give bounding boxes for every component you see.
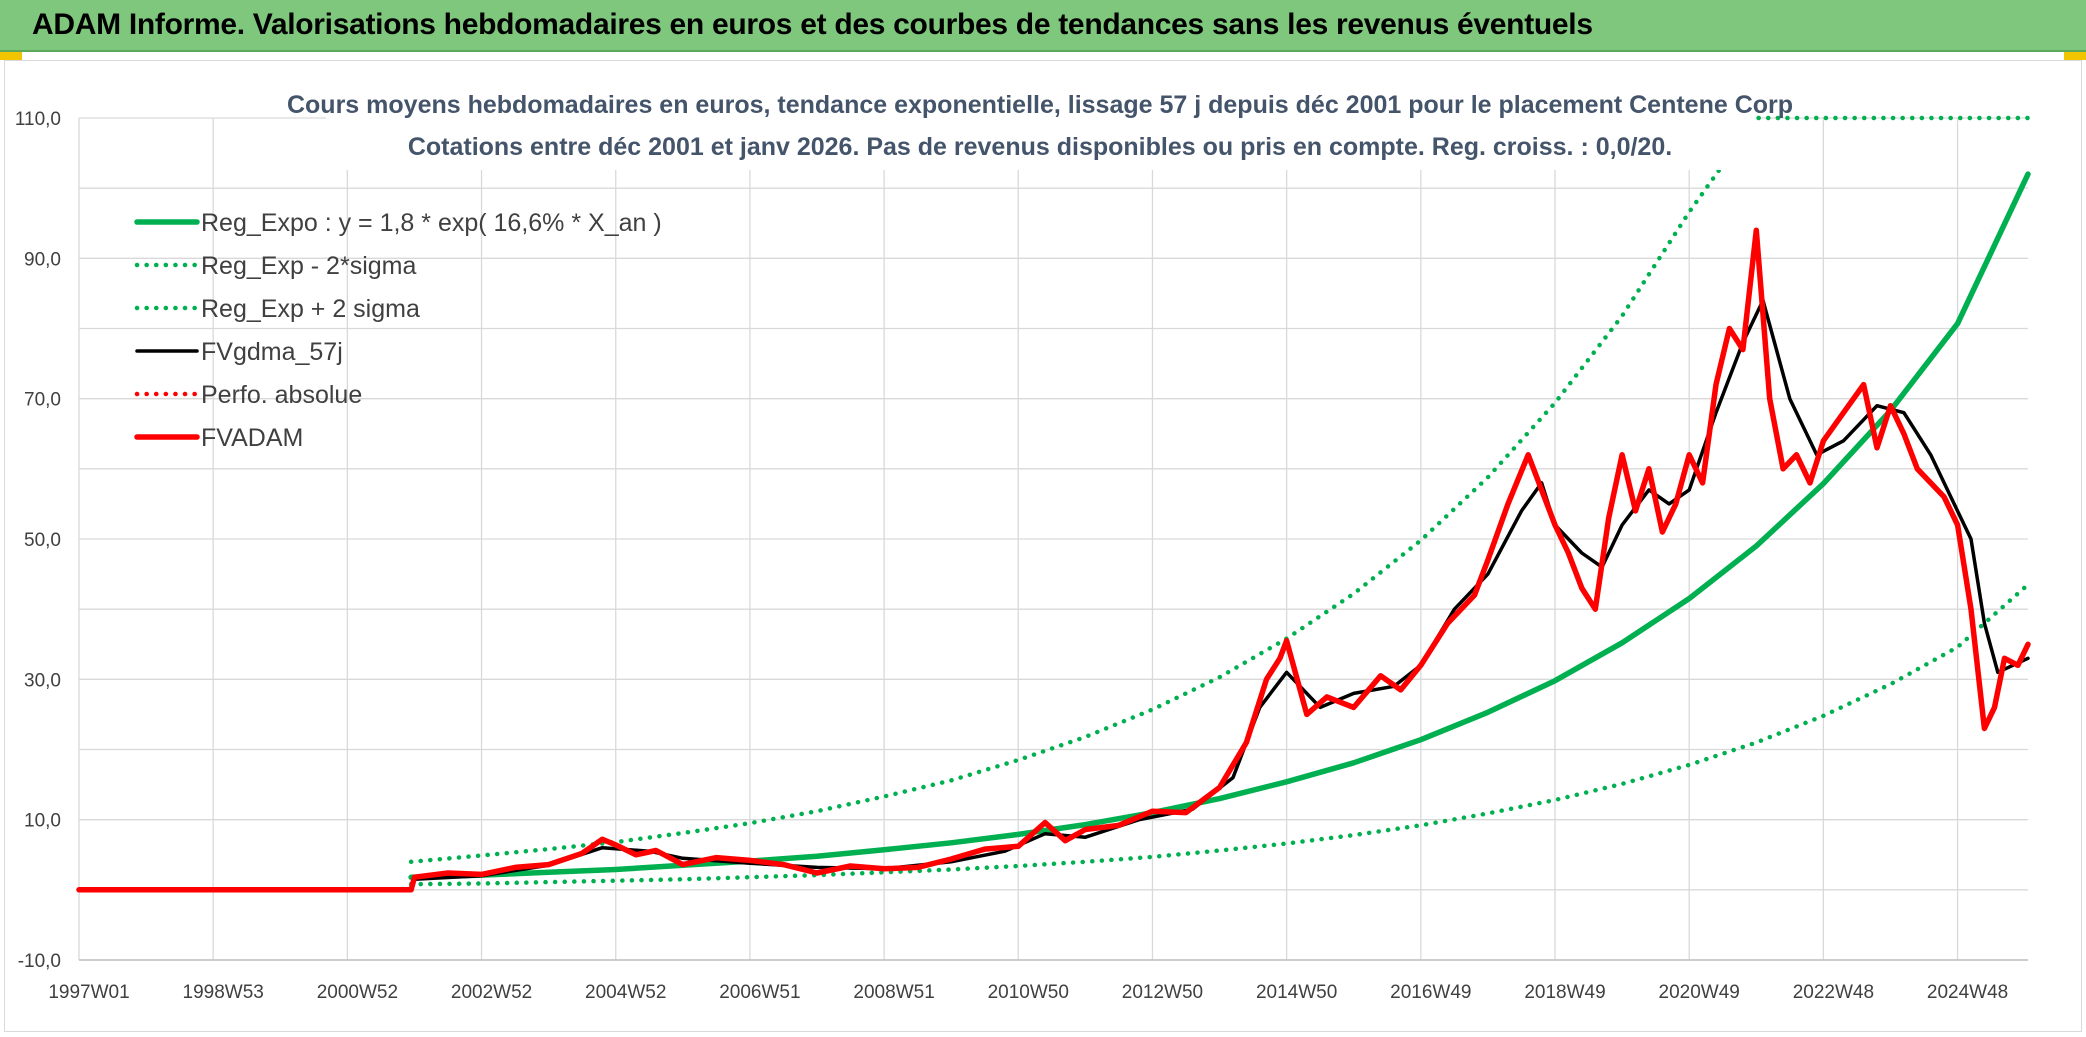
series-line	[76, 227, 2031, 893]
x-tick-label: 2014W50	[1256, 982, 1337, 1003]
chart-frame	[4, 60, 2082, 1032]
x-tick-label: 2010W50	[988, 982, 1069, 1003]
chart-subtitle: Cotations entre déc 2001 et janv 2026. P…	[408, 133, 1672, 161]
series-line	[408, 582, 2031, 887]
y-tick-label: 90,0	[24, 249, 61, 270]
series-line	[408, 115, 2031, 865]
legend-entry: FVADAM	[201, 424, 303, 452]
y-tick-label: 70,0	[24, 390, 61, 411]
x-tick-label: 2024W48	[1927, 982, 2008, 1003]
x-tick-label: 2012W50	[1122, 982, 1203, 1003]
x-tick-label: 2018W49	[1524, 982, 1605, 1003]
x-tick-label: 2020W49	[1659, 982, 1740, 1003]
corner-marker-left	[0, 52, 22, 60]
x-tick-label: 2004W52	[585, 982, 666, 1003]
x-tick-label: 2016W49	[1390, 982, 1471, 1003]
title-background	[326, 84, 1756, 170]
x-tick-label: 2000W52	[317, 982, 398, 1003]
report-banner: ADAM Informe. Valorisations hebdomadaire…	[0, 0, 2086, 52]
x-tick-label: 2006W51	[719, 982, 800, 1003]
x-tick-label: 2002W52	[451, 982, 532, 1003]
series-line	[408, 171, 2031, 880]
legend-entry: FVgdma_57j	[201, 338, 343, 366]
x-tick-label: 1998W53	[183, 982, 264, 1003]
legend-entry: Perfo. absolue	[201, 381, 362, 409]
series-line	[77, 298, 2030, 892]
legend-entry: Reg_Exp - 2*sigma	[201, 252, 416, 280]
y-tick-label: 110,0	[15, 109, 61, 130]
y-tick-label: 30,0	[24, 670, 61, 691]
report-title: ADAM Informe. Valorisations hebdomadaire…	[32, 8, 1593, 41]
y-tick-label: -10,0	[18, 951, 61, 972]
corner-marker-right	[2064, 52, 2086, 60]
x-tick-label: 1997W01	[48, 982, 129, 1003]
y-tick-label: 10,0	[24, 811, 61, 832]
chart-title: Cours moyens hebdomadaires en euros, ten…	[287, 91, 1793, 119]
x-tick-label: 2022W48	[1793, 982, 1874, 1003]
x-tick-label: 2008W51	[853, 982, 934, 1003]
y-tick-label: 50,0	[24, 530, 61, 551]
legend-entry: Reg_Expo : y = 1,8 * exp( 16,6% * X_an )	[201, 209, 662, 237]
legend-entry: Reg_Exp + 2 sigma	[201, 295, 420, 323]
